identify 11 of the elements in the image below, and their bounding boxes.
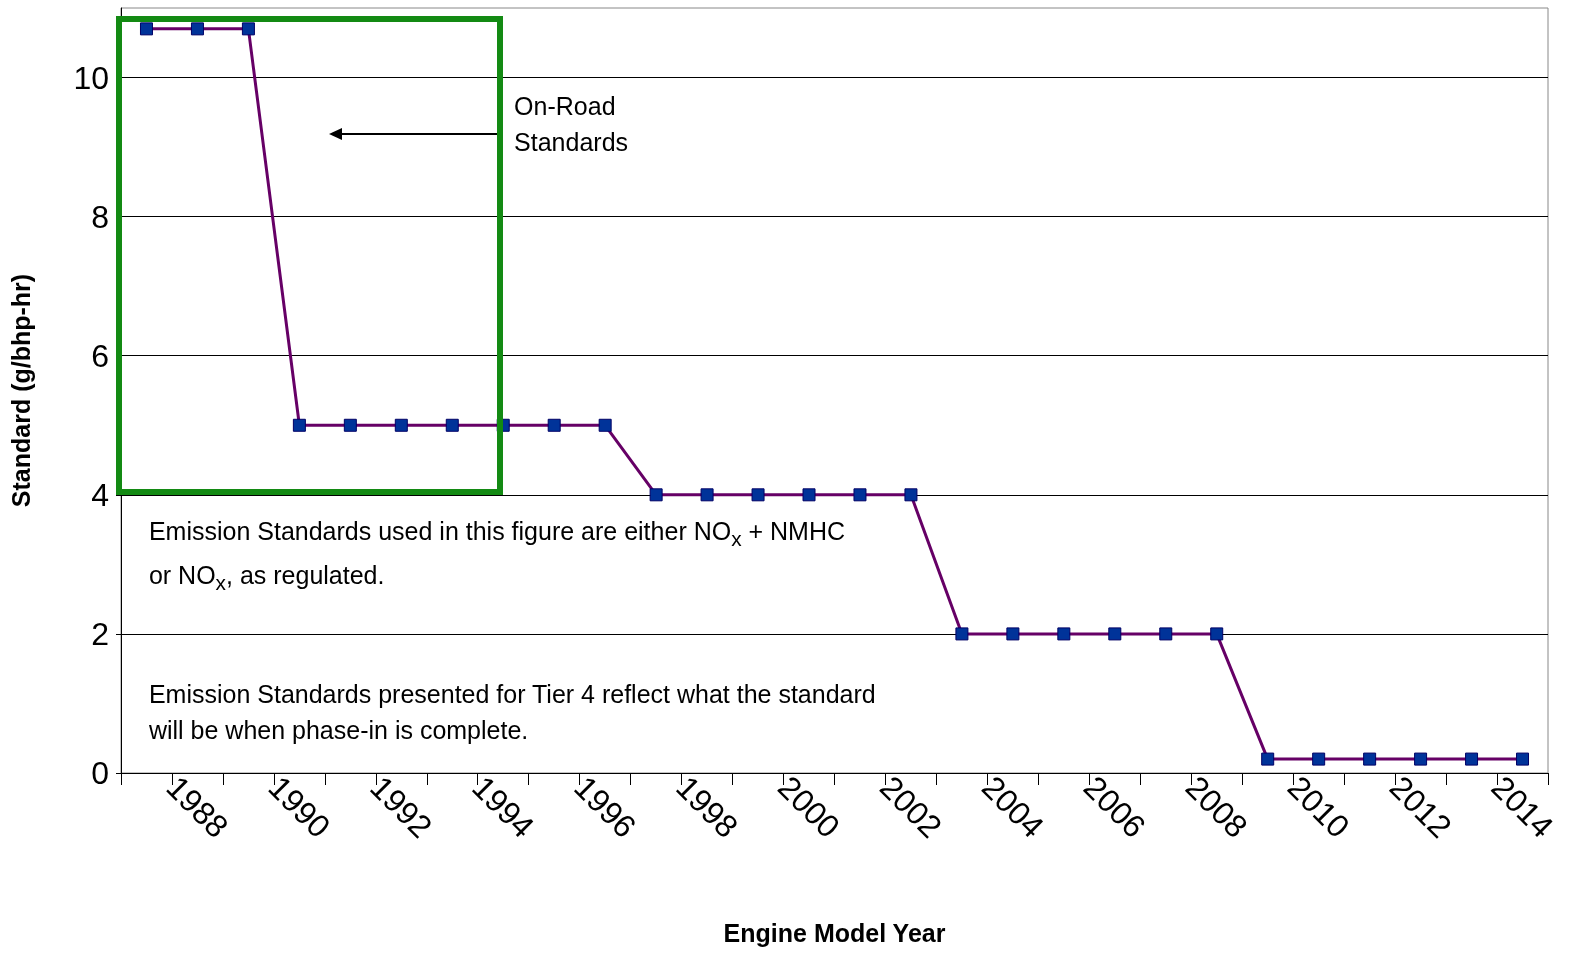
- annotation: On-Road Standards: [514, 91, 630, 159]
- y-tick-label: 4: [91, 476, 109, 513]
- text: Emission Standards used in this figure are either NO$_{x}$ + NMHC or NO$_{x}$, as regulated.: [148, 516, 846, 594]
- y-tick-label: 0: [91, 755, 109, 791]
- y-tick-label: 10: [73, 59, 109, 96]
- x-axis-title: Engine Model Year: [723, 918, 946, 947]
- y-tick-label: 2: [91, 615, 109, 652]
- annotation: Emission Standards presented for Tier 4 reflect what the standard will be when phase-in is complete.: [148, 678, 877, 746]
- y-axis-title: Standard (g/bhp-hr): [6, 273, 35, 508]
- y-tick-label: 6: [91, 337, 109, 374]
- y-tick-label: 8: [91, 198, 109, 235]
